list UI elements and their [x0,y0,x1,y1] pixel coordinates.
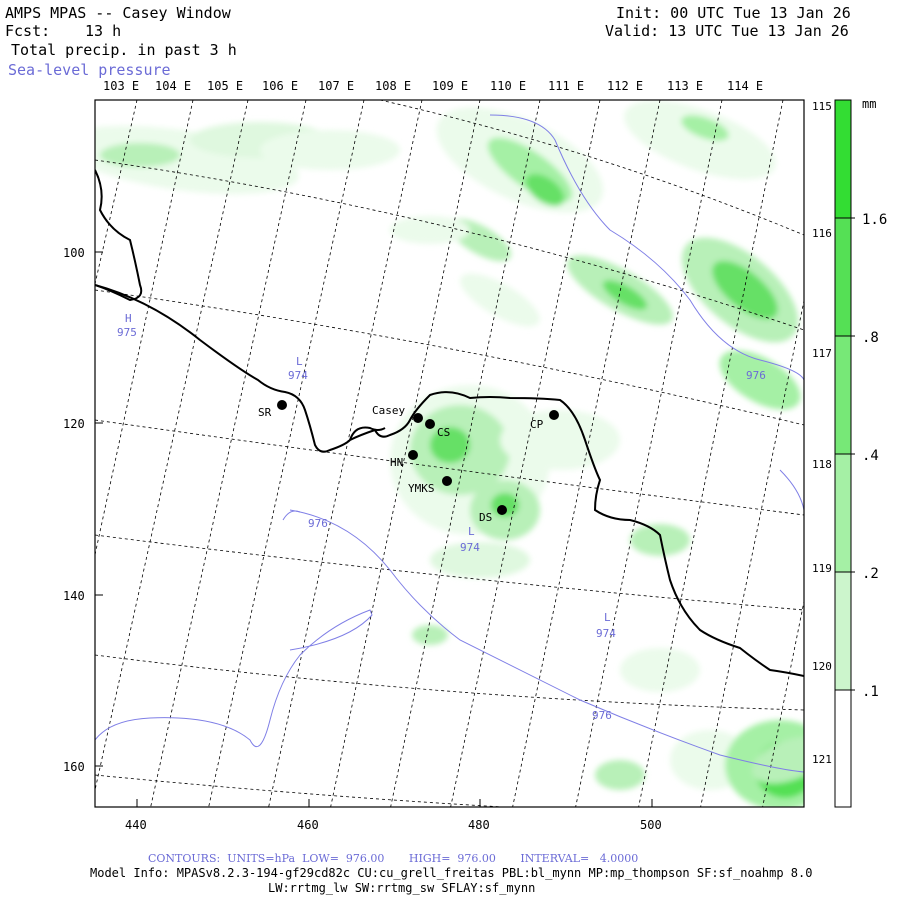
parallel-lines [95,100,804,807]
station-label: SR [258,406,272,419]
station-dot [549,410,559,420]
isobar-label: 976 [746,369,766,382]
axis-ticks [95,251,653,807]
lon-label: 114 E [727,79,764,93]
station-dot [277,400,287,410]
station-label: Casey [372,404,405,417]
x-tick-label: 460 [297,818,319,832]
precip-shading [95,100,804,807]
pressure-center-type: L [468,525,475,538]
colorbar-label: 1.6 [862,212,887,228]
coastline [95,169,804,677]
field-name: Total precip. in past 3 h [11,41,237,59]
x-tick-label: 500 [640,818,662,832]
colorbar-label: .1 [862,684,879,700]
station-dot [442,476,452,486]
y-tick-label: 160 [63,760,85,774]
lon-label: 108 E [375,79,412,93]
lon-label: 112 E [607,79,644,93]
lon-label: 105 E [207,79,244,93]
station-label: HN [390,456,403,469]
x-tick-label: 440 [125,818,147,832]
station-label: YMKS [408,482,435,495]
station-dot [413,413,423,423]
lon-label: 111 E [548,79,585,93]
pressure-center-type: L [604,611,611,624]
y-tick-label: 100 [63,246,85,260]
isobar-label: 976 [308,517,328,530]
forecast-hours: 13 h [85,22,122,40]
forecast-label: Fcst: [5,22,51,40]
station-dot [425,419,435,429]
y-tick-label: 140 [63,589,85,603]
colorbar-label: .8 [862,330,879,346]
model-info-line1: Model Info: MPASv8.2.3-194-gf29cd82c CU:… [90,866,813,880]
lon-label: 103 E [103,79,140,93]
chart-title: AMPS MPAS -- Casey Window [5,4,231,22]
colorbar-unit: mm [862,97,876,111]
lon-label: 104 E [155,79,192,93]
station-dot [497,505,507,515]
isobar-label: 976 [592,709,612,722]
overlay-name: Sea-level pressure [8,61,171,79]
model-info-line2: LW:rrtmg_lw SW:rrtmg_sw SFLAY:sf_mynn [268,881,536,895]
y-tick-label: 120 [63,417,85,431]
meridian-lines [95,100,804,807]
colorbar [834,99,855,808]
pressure-center-value: 974 [596,627,616,640]
valid-time: Valid: 13 UTC Tue 13 Jan 26 [605,22,849,40]
station-label: CP [530,418,544,431]
station-markers [277,400,559,515]
x-tick-label: 480 [468,818,490,832]
isobars [95,114,804,773]
map-frame [94,99,805,808]
pressure-center-value: 975 [117,326,137,339]
lon-label: 110 E [490,79,527,93]
init-time: Init: 00 UTC Tue 13 Jan 26 [616,4,851,22]
pressure-center-type: H [125,312,132,325]
lon-label: 109 E [432,79,469,93]
pressure-center-type: L [296,355,303,368]
lon-label: 107 E [318,79,355,93]
lon-label: 106 E [262,79,299,93]
station-label: CS [437,426,450,439]
contour-info: CONTOURS: UNITS=hPa LOW= 976.00 HIGH= 97… [148,852,639,865]
station-label: DS [479,511,492,524]
pressure-center-value: 974 [288,369,308,382]
pressure-center-value: 974 [460,541,480,554]
station-dot [408,450,418,460]
lon-label: 113 E [667,79,704,93]
colorbar-label: .2 [862,566,879,582]
colorbar-label: .4 [862,448,879,464]
